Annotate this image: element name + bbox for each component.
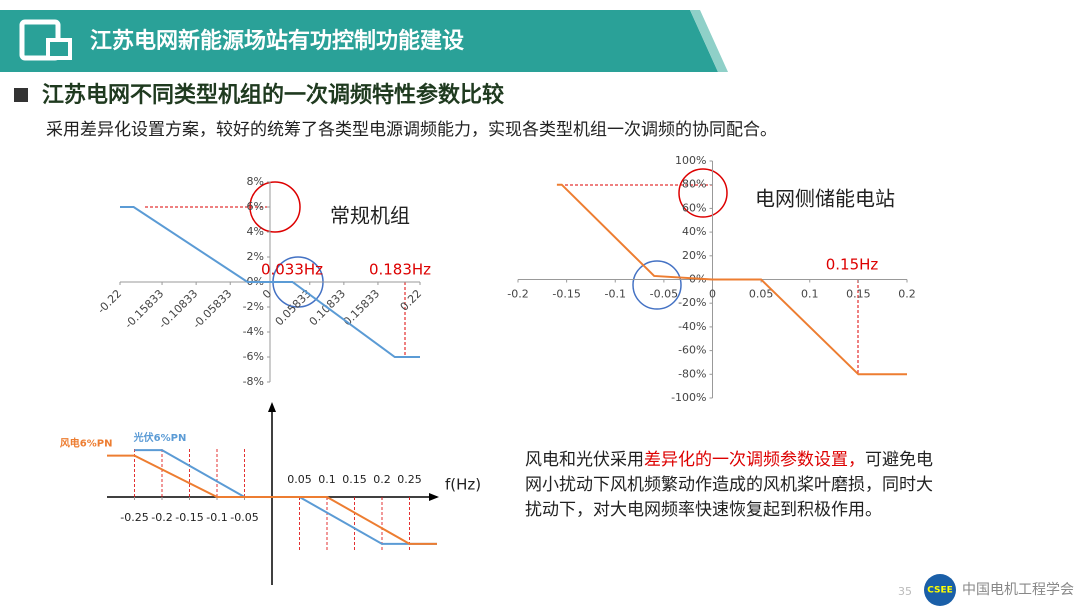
y-tick-label: 80% [682, 178, 706, 191]
x-tick-label: -0.1 [206, 511, 227, 524]
x-tick-label: -0.22 [95, 287, 124, 316]
annotation: 0.183Hz [369, 261, 431, 279]
x-tick-label: 0.1 [801, 288, 819, 301]
x-tick-label: 0.05 [749, 288, 774, 301]
series-line [120, 206, 420, 358]
header-accent [690, 10, 728, 72]
y-tick-label: -20% [678, 296, 706, 309]
page-number: 35 [898, 585, 912, 598]
y-tick-label: -6% [243, 350, 264, 363]
bullet [14, 88, 28, 102]
x-tick-label: -0.1 [605, 288, 626, 301]
legend-label: 光伏6%PN [133, 431, 187, 444]
x-tick-label: 0.15 [342, 473, 367, 486]
note-text: 可避免电网小扰动下风机频繁动作造成的风机桨叶磨损，同时大扰动下，对大电网频率快速… [525, 450, 933, 520]
x-tick-label: -0.2 [151, 511, 172, 524]
x-tick-label: -0.15 [175, 511, 203, 524]
header-title: 江苏电网新能源场站有功控制功能建设 [90, 28, 464, 54]
annotation: 0.15Hz [826, 256, 879, 274]
circle [678, 168, 728, 218]
x-tick-label: 0.2 [373, 473, 391, 486]
header-band [0, 10, 718, 72]
y-tick-label: -60% [678, 344, 706, 357]
header-icon [46, 38, 72, 60]
x-tick-label: 0.22 [398, 287, 425, 314]
y-tick-label: 20% [682, 249, 706, 262]
x-tick-label: 0.2 [898, 288, 916, 301]
y-tick-label: 40% [682, 225, 706, 238]
series-line [107, 454, 437, 545]
note-highlight: 差异化的一次调频参数设置， [644, 450, 865, 470]
series-line [556, 183, 907, 376]
y-tick-label: -2% [243, 300, 264, 313]
note: 风电和光伏采用差异化的一次调频参数设置，可避免电网小扰动下风机频繁动作造成的风机… [525, 448, 935, 523]
x-arrow [429, 493, 439, 501]
x-tick-label: 0.1 [318, 473, 336, 486]
y-tick-label: -8% [243, 375, 264, 388]
x-tick-label: -0.25 [120, 511, 148, 524]
x-tick-label: -0.05 [230, 511, 258, 524]
y-tick-label: -40% [678, 320, 706, 333]
logo [924, 574, 956, 606]
x-tick-label: 0.25 [397, 473, 422, 486]
annotation: 0.033Hz [261, 261, 323, 279]
x-axis-label: f(Hz) [445, 476, 481, 494]
x-tick-label: -0.05 [650, 288, 678, 301]
section-title: 江苏电网不同类型机组的一次调频特性参数比较 [42, 82, 504, 108]
y-tick-label: 60% [682, 201, 706, 214]
y-tick-label: 8% [247, 175, 264, 188]
note-text: 风电和光伏采用 [525, 450, 644, 470]
x-tick-label: 0.05 [287, 473, 312, 486]
x-tick-label: 0.15 [846, 288, 871, 301]
legend-label: 风电6%PN [60, 437, 113, 450]
y-arrow [268, 402, 276, 412]
y-tick-label: -100% [671, 391, 706, 404]
x-tick-label: -0.15 [552, 288, 580, 301]
footer-org: 中国电机工程学会 [962, 582, 1074, 598]
chart-title: 常规机组 [330, 204, 410, 228]
circle [632, 260, 682, 310]
y-tick-label: -80% [678, 367, 706, 380]
y-tick-label: 6% [247, 200, 264, 213]
intro: 采用差异化设置方案，较好的统筹了各类型电源调频能力，实现各类型机组一次调频的协同… [46, 120, 777, 140]
y-tick-label: 100% [675, 154, 706, 167]
y-tick-label: -4% [243, 325, 264, 338]
y-tick-label: 4% [247, 225, 264, 238]
logo-text: CSEE [927, 586, 953, 596]
x-tick-label: -0.2 [507, 288, 528, 301]
x-tick-label: 0 [709, 288, 716, 301]
chart-title: 电网侧储能电站 [755, 187, 895, 211]
y-tick-label: 2% [247, 250, 264, 263]
